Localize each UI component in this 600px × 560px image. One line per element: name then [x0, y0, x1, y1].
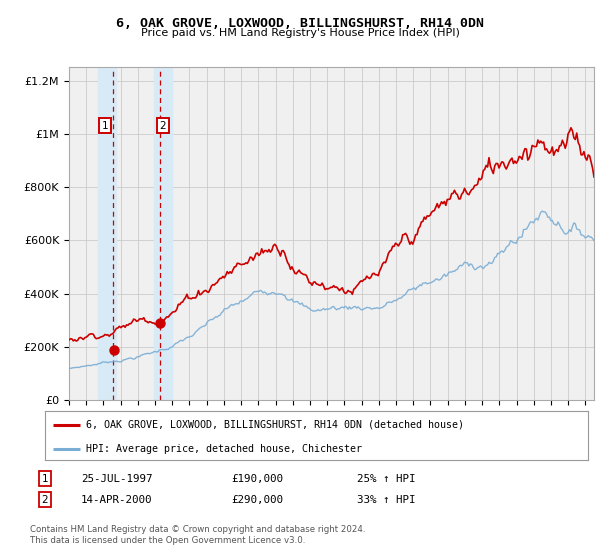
Text: 25% ↑ HPI: 25% ↑ HPI	[357, 474, 415, 484]
Text: 2: 2	[160, 121, 166, 131]
Text: £290,000: £290,000	[231, 494, 283, 505]
Text: 14-APR-2000: 14-APR-2000	[81, 494, 152, 505]
Text: 6, OAK GROVE, LOXWOOD, BILLINGSHURST, RH14 0DN (detached house): 6, OAK GROVE, LOXWOOD, BILLINGSHURST, RH…	[86, 420, 464, 430]
Text: Contains HM Land Registry data © Crown copyright and database right 2024.
This d: Contains HM Land Registry data © Crown c…	[30, 525, 365, 545]
Text: 1: 1	[102, 121, 109, 131]
Text: £190,000: £190,000	[231, 474, 283, 484]
Text: 6, OAK GROVE, LOXWOOD, BILLINGSHURST, RH14 0DN: 6, OAK GROVE, LOXWOOD, BILLINGSHURST, RH…	[116, 17, 484, 30]
Text: Price paid vs. HM Land Registry's House Price Index (HPI): Price paid vs. HM Land Registry's House …	[140, 28, 460, 38]
Text: HPI: Average price, detached house, Chichester: HPI: Average price, detached house, Chic…	[86, 445, 362, 455]
Text: 1: 1	[41, 474, 49, 484]
Text: 25-JUL-1997: 25-JUL-1997	[81, 474, 152, 484]
Bar	[154, 67, 172, 400]
Text: 2: 2	[41, 494, 49, 505]
Bar	[98, 67, 116, 400]
Text: 33% ↑ HPI: 33% ↑ HPI	[357, 494, 415, 505]
